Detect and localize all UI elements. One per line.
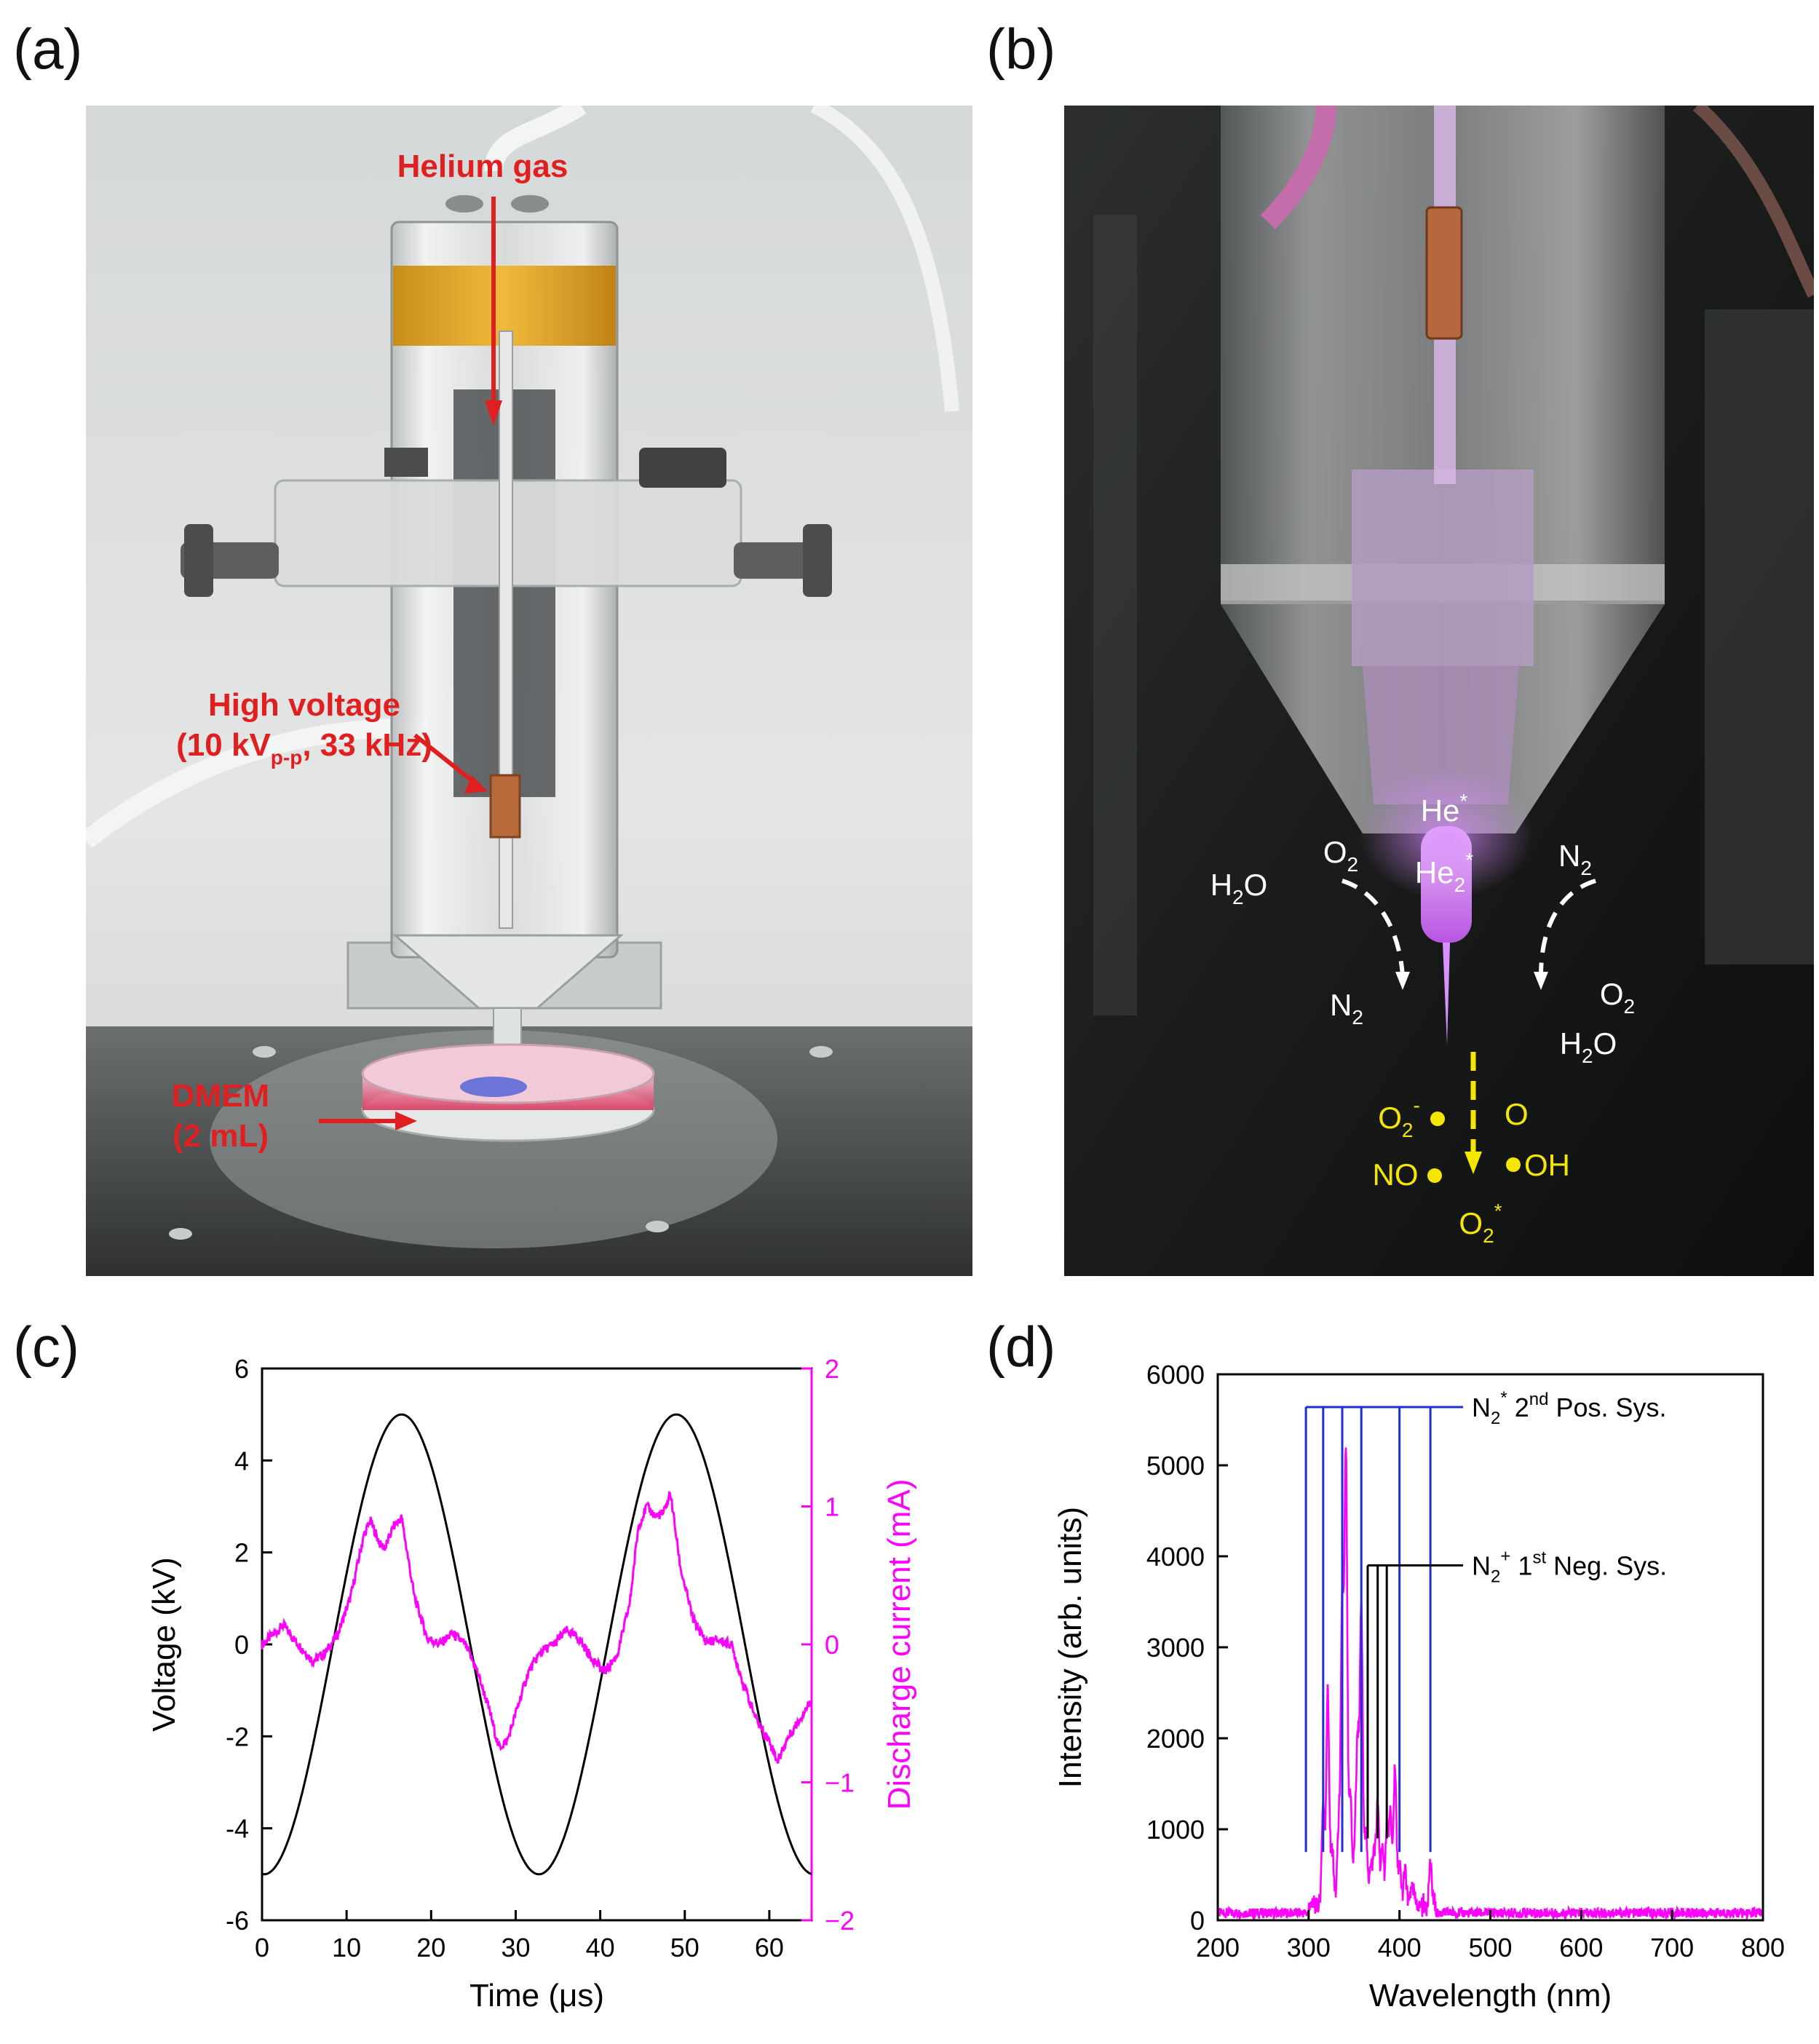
x-tick-label: 700 xyxy=(1650,1933,1694,1962)
x-tick-label: 400 xyxy=(1378,1933,1422,1962)
y2-tick-label: 0 xyxy=(825,1630,839,1660)
plot-frame xyxy=(261,1367,813,1922)
species-o2-minus: O2- xyxy=(1378,1094,1420,1141)
species-he2-star: He2* xyxy=(1415,849,1473,896)
species-o2-star: O2* xyxy=(1459,1200,1502,1247)
series-emission-spectrum xyxy=(1216,1447,1764,1922)
y-tick-label: 6 xyxy=(234,1354,249,1384)
species-n2-right: N2 xyxy=(1558,839,1592,879)
x-tick-label: 500 xyxy=(1468,1933,1512,1962)
label-high-voltage-params: (10 kVp-p, 33 kHz) xyxy=(176,727,432,769)
x-tick-label: 10 xyxy=(332,1933,361,1962)
y2-tick-label: −1 xyxy=(825,1768,855,1798)
setup-illustration: Helium gas High voltage (10 kVp-p, 33 kH… xyxy=(86,106,972,1276)
species-no: NO xyxy=(1373,1157,1419,1192)
y-axis-label: Intensity (arb. units) xyxy=(1053,1507,1088,1788)
species-o2-left: O2 xyxy=(1323,835,1358,876)
species-n2-left: N2 xyxy=(1330,988,1363,1029)
y2-tick-label: −2 xyxy=(825,1906,855,1936)
x-axis-label: Time (μs) xyxy=(469,1978,604,2013)
species-oh: OH xyxy=(1524,1148,1570,1182)
y-axis-label: Voltage (kV) xyxy=(146,1557,182,1732)
panel-label-a: (a) xyxy=(13,17,83,81)
band-marker-n2-second-positive: N2* 2nd Pos. Sys. xyxy=(1304,1388,1667,1853)
y-tick-label: 6000 xyxy=(1146,1360,1205,1390)
y-tick-label: 2000 xyxy=(1146,1724,1205,1754)
annotation-high-voltage: High voltage (10 kVp-p, 33 kHz) xyxy=(176,687,488,793)
y-tick-label: 1000 xyxy=(1146,1815,1205,1845)
panel-label-d: (d) xyxy=(986,1315,1056,1379)
species-h2o-left: H2O xyxy=(1210,868,1268,908)
y-tick-label: 4 xyxy=(234,1446,249,1475)
x-tick-label: 800 xyxy=(1741,1933,1785,1962)
photo-plasma-jet-setup: Helium gas High voltage (10 kVp-p, 33 kH… xyxy=(86,106,972,1276)
series-discharge-current xyxy=(261,1490,813,1764)
panel-label-b: (b) xyxy=(986,17,1056,81)
x-tick-label: 60 xyxy=(755,1933,784,1962)
flow-arrows xyxy=(1342,879,1596,976)
chart-emission-spectrum: N2* 2nd Pos. Sys. N2+ 1st Neg. Sys. 200 300… xyxy=(1053,1360,1785,2013)
series-voltage xyxy=(261,1413,812,1876)
y-tick-label: -2 xyxy=(226,1722,249,1751)
y-tick-label: 3000 xyxy=(1146,1633,1205,1663)
y-tick-label: 0 xyxy=(234,1630,249,1660)
x-tick-label: 0 xyxy=(255,1933,269,1962)
y2-tick-label: 2 xyxy=(825,1354,839,1384)
y-tick-label: 4000 xyxy=(1146,1542,1205,1572)
x-tick-label: 50 xyxy=(670,1933,700,1962)
label-helium-gas: Helium gas xyxy=(397,148,568,184)
plume-illustration: He* He2* H2O O2 N2 N2 O2 H2O O2- O NO OH… xyxy=(1064,106,1814,1276)
x-tick-label: 20 xyxy=(416,1933,445,1962)
species-o2-right: O2 xyxy=(1600,977,1635,1018)
x-tick-label: 40 xyxy=(586,1933,615,1962)
y-tick-label: -6 xyxy=(226,1906,249,1936)
band-marker-label: N2+ 1st Neg. Sys. xyxy=(1472,1547,1667,1587)
y-tick-label: -4 xyxy=(226,1814,249,1844)
x-tick-label: 200 xyxy=(1196,1933,1240,1962)
band-marker-n2plus-first-negative: N2+ 1st Neg. Sys. xyxy=(1366,1547,1667,1839)
species-he-star: He* xyxy=(1421,790,1468,828)
x-tick-label: 30 xyxy=(501,1933,530,1962)
photo-plasma-plume: He* He2* H2O O2 N2 N2 O2 H2O O2- O NO OH… xyxy=(1064,106,1814,1276)
ambient-species: He* He2* H2O O2 N2 N2 O2 H2O xyxy=(1210,790,1635,1067)
y-tick-label: 2 xyxy=(234,1538,249,1568)
x-axis-label: Wavelength (nm) xyxy=(1369,1978,1612,2013)
x-tick-label: 300 xyxy=(1287,1933,1331,1962)
y2-tick-label: 1 xyxy=(825,1492,839,1522)
species-o-atom: O xyxy=(1505,1097,1529,1131)
species-h2o-right: H2O xyxy=(1560,1026,1617,1067)
label-dmem: DMEM xyxy=(172,1078,269,1114)
reactive-species: O2- O NO OH O2* xyxy=(1373,1094,1571,1247)
label-high-voltage: High voltage xyxy=(208,687,400,723)
plot-frame xyxy=(1216,1373,1764,1922)
annotation-dmem: DMEM (2 mL) xyxy=(172,1078,417,1154)
y2-axis-label: Discharge current (mA) xyxy=(881,1479,917,1810)
band-marker-label: N2* 2nd Pos. Sys. xyxy=(1472,1388,1667,1428)
panel-label-c: (c) xyxy=(13,1315,79,1379)
y-tick-label: 5000 xyxy=(1146,1451,1205,1481)
x-tick-label: 600 xyxy=(1559,1933,1603,1962)
y-tick-label: 0 xyxy=(1190,1906,1205,1936)
chart-voltage-current: 0 10 20 30 40 50 60 -6 -4 -2 0 2 4 6 −2 −1 0 1 2 Time (μs) V… xyxy=(146,1354,917,2013)
annotation-helium: Helium gas xyxy=(397,148,568,426)
label-dmem-volume: (2 mL) xyxy=(173,1118,269,1154)
